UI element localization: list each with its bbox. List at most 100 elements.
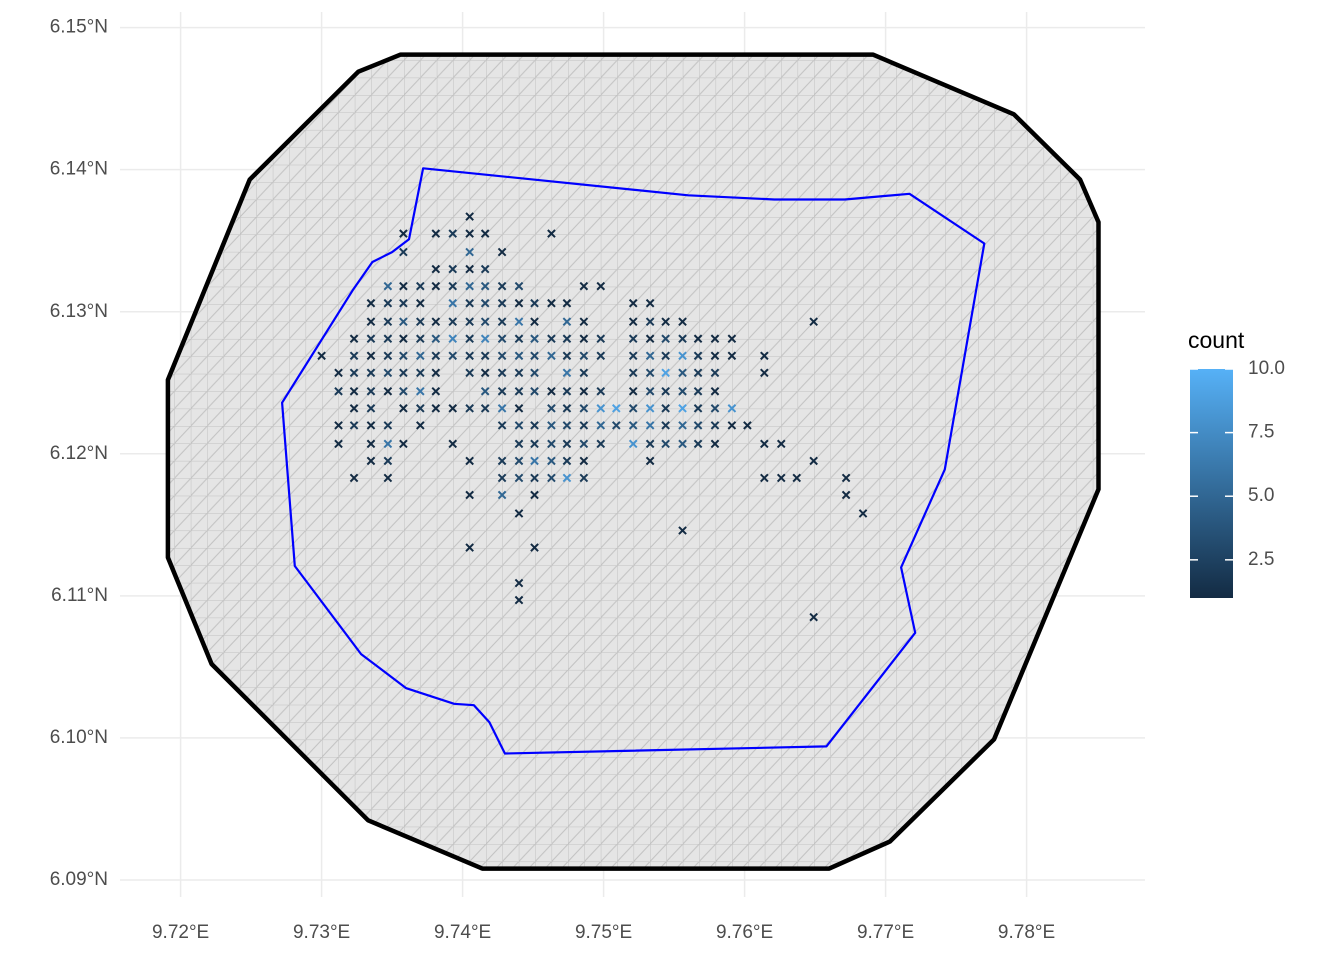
point: [383, 334, 393, 344]
y-tick-label: 6.12°N: [50, 443, 108, 464]
point: [514, 386, 524, 396]
point: [399, 229, 408, 238]
point: [448, 404, 458, 413]
point: [366, 439, 376, 449]
point: [530, 334, 539, 344]
point: [579, 351, 589, 361]
point: [399, 439, 408, 449]
point: [465, 351, 474, 361]
point: [530, 368, 539, 378]
point: [628, 386, 638, 396]
point: [416, 386, 425, 396]
point: [596, 334, 606, 344]
point: [727, 404, 737, 413]
colorbar: [1190, 369, 1233, 598]
point: [383, 317, 393, 326]
point: [562, 421, 572, 430]
point: [431, 229, 441, 238]
point: [562, 368, 572, 378]
point: [366, 404, 376, 413]
point: [383, 386, 393, 396]
point: [547, 229, 556, 238]
y-tick-label: 6.10°N: [50, 727, 108, 748]
point: [693, 439, 703, 449]
point: [661, 351, 670, 361]
boundary: [281, 167, 986, 755]
point: [497, 351, 507, 361]
point: [514, 351, 524, 361]
point: [497, 490, 507, 500]
point: [530, 351, 539, 361]
point: [349, 404, 359, 413]
point: [514, 281, 524, 291]
point: [547, 334, 556, 344]
point: [431, 281, 441, 291]
point: [416, 334, 425, 344]
x-tick-label: 9.77°E: [857, 922, 914, 943]
point: [399, 334, 408, 344]
point: [465, 404, 474, 413]
y-tick-label: 6.14°N: [50, 159, 108, 180]
point: [760, 473, 769, 483]
point: [841, 473, 851, 483]
x-tick-label: 9.73°E: [293, 922, 350, 943]
point: [710, 439, 720, 449]
point: [611, 404, 621, 413]
point: [497, 421, 507, 430]
point: [334, 421, 343, 430]
point: [497, 404, 507, 413]
point: [645, 439, 655, 449]
point: [465, 317, 474, 326]
point: [611, 421, 621, 430]
x-tick-label: 9.74°E: [434, 922, 491, 943]
point: [416, 298, 425, 308]
point: [678, 386, 687, 396]
point: [497, 298, 507, 308]
point: [416, 368, 425, 378]
point: [480, 368, 490, 378]
point: [383, 368, 393, 378]
point: [596, 439, 606, 449]
point: [710, 368, 720, 378]
point: [416, 317, 425, 326]
point: [530, 456, 539, 466]
point: [334, 386, 343, 396]
point: [645, 317, 655, 326]
point: [497, 456, 507, 466]
x-tick-label: 9.75°E: [575, 922, 632, 943]
point: [628, 404, 638, 413]
point: [792, 473, 802, 483]
point: [497, 368, 507, 378]
point: [776, 473, 786, 483]
point: [514, 334, 524, 344]
point: [514, 404, 524, 413]
point: [383, 351, 393, 361]
point: [678, 439, 687, 449]
point: [465, 298, 474, 308]
point: [628, 334, 638, 344]
point: [661, 368, 670, 378]
point: [710, 334, 720, 344]
point: [710, 404, 720, 413]
point: [579, 456, 589, 466]
point: [465, 490, 474, 500]
point: [693, 334, 703, 344]
point: [710, 421, 720, 430]
point: [514, 509, 524, 518]
point: [547, 421, 556, 430]
point: [547, 439, 556, 449]
point: [645, 456, 655, 466]
point: [579, 334, 589, 344]
point: [693, 368, 703, 378]
point: [562, 298, 572, 308]
point: [448, 351, 458, 361]
point: [661, 334, 670, 344]
point: [710, 351, 720, 361]
point: [465, 456, 474, 466]
point: [530, 386, 539, 396]
point: [448, 334, 458, 344]
point: [547, 404, 556, 413]
point: [399, 368, 408, 378]
point: [579, 439, 589, 449]
point: [399, 298, 408, 308]
